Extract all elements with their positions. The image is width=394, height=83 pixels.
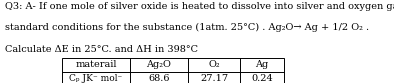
Text: Ag: Ag (255, 60, 269, 69)
Text: materail: materail (75, 60, 117, 69)
Text: Calculate ΔE in 25°C. and ΔH in 398°C: Calculate ΔE in 25°C. and ΔH in 398°C (5, 45, 198, 54)
Text: Cₚ JK⁻ mol⁻: Cₚ JK⁻ mol⁻ (69, 74, 123, 83)
Text: standard conditions for the substance (1atm. 25°C) . Ag₂O→ Ag + 1/2 O₂ .: standard conditions for the substance (1… (5, 23, 369, 32)
Text: 0.24: 0.24 (251, 74, 273, 83)
Text: Ag₂O: Ag₂O (147, 60, 171, 69)
Text: 27.17: 27.17 (200, 74, 228, 83)
Text: Q3: A- If one mole of silver oxide is heated to dissolve into silver and oxygen : Q3: A- If one mole of silver oxide is he… (5, 2, 394, 11)
Bar (62, 58, 284, 83)
Text: O₂: O₂ (208, 60, 220, 69)
Text: 68.6: 68.6 (148, 74, 170, 83)
